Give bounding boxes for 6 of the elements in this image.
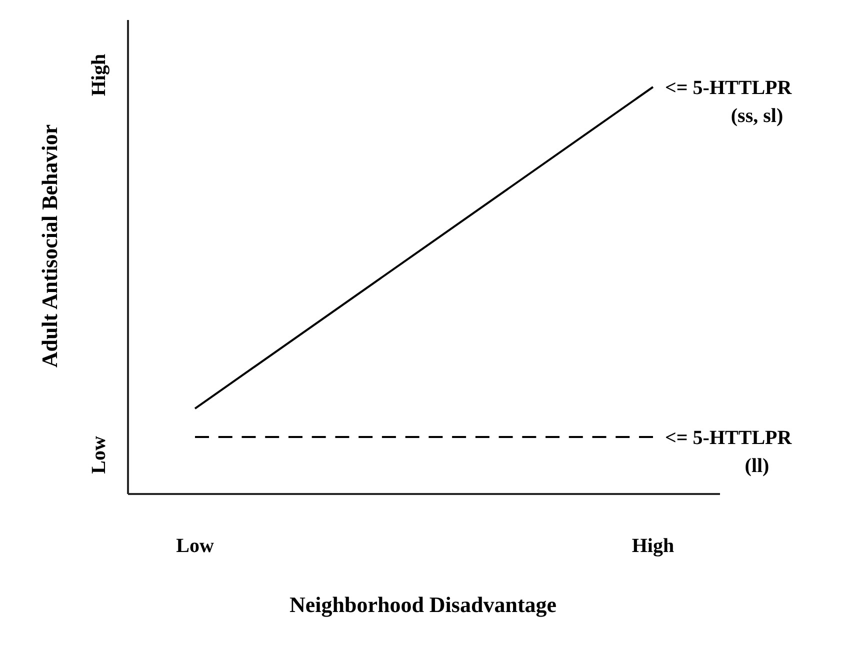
text: Low bbox=[88, 436, 110, 474]
series-label: <= 5-HTTLPR (ss, sl) bbox=[665, 77, 792, 127]
x-axis-title: Neighborhood Disadvantage bbox=[289, 592, 557, 617]
y-axis-title: Adult Antisocial Behavior bbox=[37, 124, 62, 368]
text: High bbox=[88, 54, 110, 96]
series-label: <= 5-HTTLPR (ll) bbox=[665, 427, 792, 478]
